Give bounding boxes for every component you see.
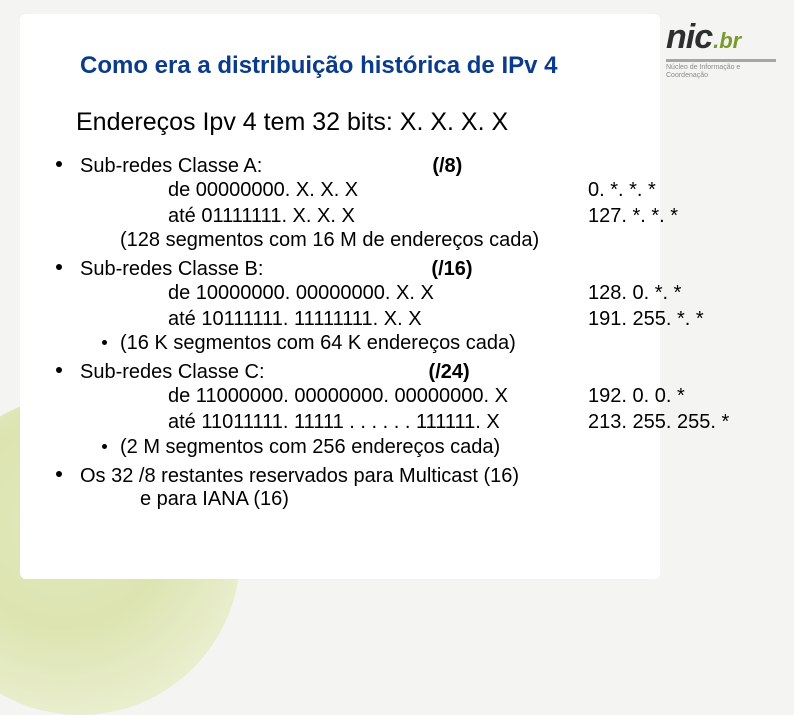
class-c-item: Sub-redes Classe C: (/24) de 11000000. 0… — [80, 361, 628, 458]
class-b-note: (16 K segmentos com 64 K endereços cada) — [120, 332, 516, 354]
class-a-from-dec: 0. *. *. * — [588, 178, 656, 204]
rest-item: Os 32 /8 restantes reservados para Multi… — [80, 465, 628, 511]
logo-br-text: .br — [713, 28, 741, 54]
class-b-from-dec: 128. 0. *. * — [588, 281, 681, 307]
slide-subtitle: Endereços Ipv 4 tem 32 bits: X. X. X. X — [76, 108, 628, 137]
class-c-from-dec: 192. 0. 0. * — [588, 384, 685, 410]
logo-nic-text: nic — [666, 18, 712, 57]
rest-line1: Os 32 /8 restantes reservados para Multi… — [80, 465, 519, 488]
class-b-item: Sub-redes Classe B: (/16) de 10000000. 0… — [80, 258, 628, 355]
class-a-from: de 00000000. X. X. X — [168, 179, 358, 201]
class-a-label: Sub-redes Classe A: — [80, 155, 262, 178]
bullet-icon — [56, 367, 62, 373]
class-a-item: Sub-redes Classe A: (/8) de 00000000. X.… — [80, 155, 628, 252]
class-b-to: até 10111111. 11111111. X. X — [168, 308, 422, 330]
class-c-to-dec: 213. 255. 255. * — [588, 410, 729, 436]
class-b-to-dec: 191. 255. *. * — [588, 307, 704, 333]
class-c-note-row: (2 M segmentos com 256 endereços cada) — [120, 436, 628, 459]
class-a-to: até 01111111. X. X. X — [168, 205, 355, 227]
logo-bar — [666, 59, 776, 62]
class-c-cidr: (/24) — [429, 361, 470, 384]
sub-bullet-icon — [102, 444, 107, 449]
class-a-cidr: (/8) — [432, 155, 462, 178]
bullet-icon — [56, 161, 62, 167]
sub-bullet-icon — [102, 340, 107, 345]
class-a-note: (128 segmentos com 16 M de endereços cad… — [120, 229, 628, 252]
class-c-from: de 11000000. 00000000. 00000000. X — [168, 385, 508, 407]
class-a-to-dec: 127. *. *. * — [588, 204, 678, 230]
class-b-cidr: (/16) — [431, 258, 472, 281]
bullet-icon — [56, 264, 62, 270]
rest-line2: e para IANA (16) — [140, 488, 628, 511]
class-c-note: (2 M segmentos com 256 endereços cada) — [120, 436, 500, 458]
nicbr-logo: nic .br Núcleo de Informação e Coordenaç… — [666, 18, 776, 79]
class-c-label: Sub-redes Classe C: — [80, 361, 265, 384]
class-b-note-row: (16 K segmentos com 64 K endereços cada) — [120, 332, 628, 355]
slide-card: Como era a distribuição histórica de IPv… — [20, 14, 660, 579]
logo-subtitle: Núcleo de Informação e Coordenação — [666, 64, 776, 79]
class-c-to: até 11011111. 11111 . . . . . . 111111. … — [168, 411, 500, 433]
class-b-from: de 10000000. 00000000. X. X — [168, 282, 434, 304]
class-b-label: Sub-redes Classe B: — [80, 258, 263, 281]
bullet-icon — [56, 471, 62, 477]
slide-title: Como era a distribuição histórica de IPv… — [80, 52, 628, 80]
